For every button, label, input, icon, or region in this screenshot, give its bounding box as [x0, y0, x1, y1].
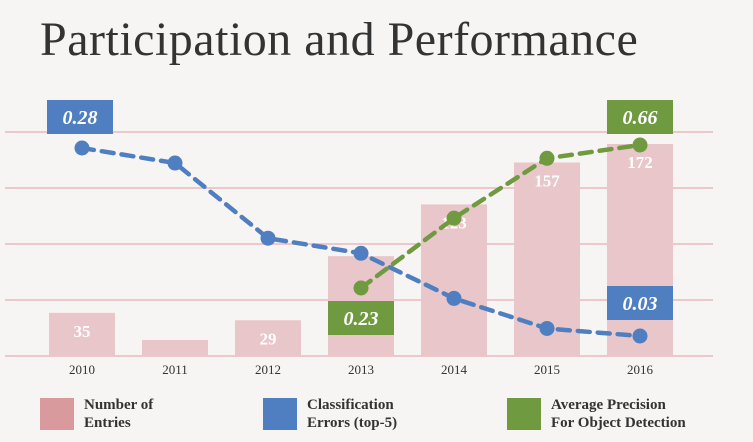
average-precision-callout-2013: 0.23	[344, 308, 379, 330]
legend-swatch-entries	[40, 398, 74, 430]
entries-bar-label-2015: 157	[534, 171, 560, 190]
entries-bar-2011	[142, 339, 208, 356]
entries-bar-label-2012: 29	[260, 329, 277, 348]
classification-errors-point-2016	[632, 328, 648, 344]
average-precision-line	[358, 142, 643, 291]
x-tick-2011: 2011	[162, 362, 188, 377]
legend-label-classification: Classification Errors (top-5)	[307, 396, 397, 432]
x-tick-2016: 2016	[627, 362, 654, 377]
entries-bar-2014	[421, 204, 487, 356]
series-lines	[74, 137, 648, 344]
legend-precision-line2: For Object Detection	[551, 415, 686, 431]
x-tick-2012: 2012	[255, 362, 281, 377]
average-precision-callout-box-2016	[607, 100, 673, 134]
legend-precision-line1: Average Precision	[551, 397, 666, 413]
legend-label-precision: Average Precision For Object Detection	[551, 396, 686, 432]
average-precision-point-2014	[446, 210, 462, 226]
classification-errors-point-2010	[74, 140, 90, 156]
classification-errors-callout-box-2016	[607, 286, 673, 320]
entries-bar-2012	[235, 320, 301, 356]
legend-entries-line2: Entries	[84, 415, 131, 431]
legend-swatch-precision	[507, 398, 541, 430]
entries-bars	[49, 144, 673, 356]
entries-bar-label-2016: 172	[627, 153, 653, 172]
classification-errors-callout-2010: 0.28	[63, 107, 98, 129]
entries-bar-2010	[49, 312, 115, 356]
classification-errors-callout-2016: 0.03	[623, 293, 658, 315]
average-precision-point-2013	[353, 280, 369, 296]
x-tick-2013: 2013	[348, 362, 374, 377]
x-axis-ticks: 2010 2011 2012 2013 2014 2015 2016	[69, 362, 654, 377]
entries-bar-labels: 3529123157172	[74, 153, 653, 348]
chart-title: Participation and Performance	[40, 13, 639, 66]
legend-label-entries: Number of Entries	[84, 396, 153, 432]
average-precision-point-2015	[539, 150, 555, 166]
legend-classification-line1: Classification	[307, 397, 394, 413]
entries-bar-2016	[607, 144, 673, 356]
average-precision-callout-box-2013	[328, 301, 394, 335]
entries-bar-label-2010: 35	[74, 322, 91, 341]
legend-classification-line2: Errors (top-5)	[307, 415, 398, 431]
x-tick-2014: 2014	[441, 362, 468, 377]
x-tick-2015: 2015	[534, 362, 560, 377]
average-precision-point-2016	[632, 137, 648, 153]
legend-entries-line1: Number of	[84, 397, 154, 413]
classification-errors-point-2011	[167, 155, 183, 171]
average-precision-callout-2016: 0.66	[623, 107, 658, 129]
classification-errors-callout-box-2010	[47, 100, 113, 134]
value-callouts: 0.28 0.03 0.23 0.66	[47, 100, 673, 335]
classification-errors-point-2015	[539, 320, 555, 336]
classification-errors-point-2014	[446, 290, 462, 306]
classification-errors-point-2013	[353, 245, 369, 261]
classification-errors-point-2012	[260, 230, 276, 246]
x-tick-2010: 2010	[69, 362, 95, 377]
legend-swatch-classification	[263, 398, 297, 430]
